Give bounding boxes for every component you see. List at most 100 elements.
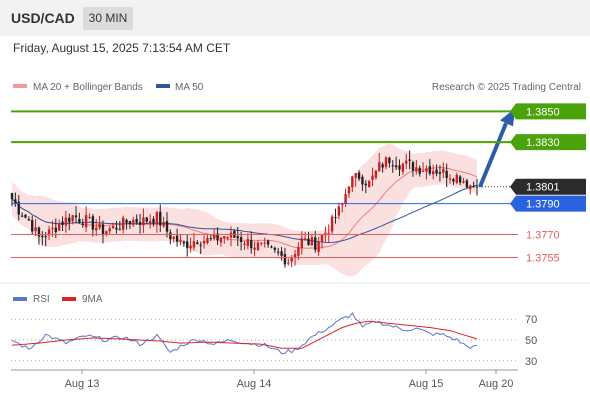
candle (186, 234, 189, 257)
candle-body (34, 227, 37, 232)
candle-body (148, 220, 152, 224)
candle (263, 237, 266, 248)
candle-body (192, 241, 196, 248)
candle (145, 216, 148, 224)
candle-body (469, 185, 472, 190)
x-axis-ticks: Aug 13 Aug 14 Aug 15 Aug 20 (65, 370, 513, 390)
candle (182, 240, 186, 247)
level-label-1.3770-text: 1.3770 (526, 229, 560, 241)
candle (138, 213, 142, 234)
candle-body (394, 165, 398, 168)
candle (435, 164, 438, 177)
candle-body (132, 220, 135, 225)
symbol-title: USD/CAD (11, 10, 75, 26)
candle-body (165, 221, 169, 232)
candle (135, 214, 138, 225)
candle (95, 219, 98, 237)
candle-body (199, 244, 202, 246)
rsi-legend-swatch (13, 297, 27, 301)
candle-body (68, 217, 71, 223)
candle-body (196, 242, 199, 245)
candle (209, 235, 213, 242)
candle-body (448, 178, 452, 180)
candle-body (405, 160, 408, 164)
candle-body (388, 157, 391, 164)
candle-body (442, 168, 445, 173)
candle (71, 214, 74, 225)
candle-body (24, 214, 27, 218)
candle-body (142, 217, 145, 226)
candle-body (263, 242, 266, 244)
candle (223, 236, 226, 244)
candle-body (317, 241, 320, 252)
current-price-label-bg (510, 178, 586, 195)
candle (47, 225, 51, 240)
candle-body (455, 174, 458, 183)
ma20-legend-label: MA 20 + Bollinger Bands (33, 82, 143, 93)
candle (27, 216, 31, 221)
candle-body (74, 215, 78, 218)
timeframe-button[interactable]: 30 MIN (83, 7, 133, 30)
candle-body (381, 164, 384, 168)
candle-body (10, 193, 14, 200)
candle-body (303, 238, 307, 240)
candle-body (341, 204, 344, 206)
candle-body (421, 170, 425, 172)
candle (415, 159, 418, 175)
candle-body (61, 221, 64, 226)
candle-body (78, 218, 81, 223)
candle (270, 245, 273, 249)
candle (162, 216, 165, 228)
candle-body (108, 228, 111, 232)
candle (14, 192, 17, 207)
candle-body (452, 179, 455, 182)
forecast-arrow-shaft (478, 122, 508, 188)
candle-body (145, 217, 148, 222)
candle (192, 233, 196, 251)
candle (364, 180, 368, 194)
level-lines (11, 110, 518, 259)
candle-body (307, 238, 310, 246)
candle (334, 208, 337, 224)
candle (128, 220, 132, 229)
candle-body (71, 215, 74, 222)
candle-body (465, 180, 469, 188)
candle-body (115, 227, 118, 230)
candle-body (374, 170, 378, 178)
ma50-line (11, 184, 478, 244)
candle (105, 230, 108, 237)
level-labels: 1.3850 1.3830 1.3790 1.3770 1.3755 1.3801 (510, 103, 586, 265)
candle (111, 222, 115, 229)
source-credit: Research © 2025 Trading Central (432, 82, 581, 93)
candle (219, 237, 223, 247)
candle (98, 215, 101, 230)
candle-body (118, 229, 122, 231)
candle-body (330, 216, 334, 232)
x-tick-label: Aug 15 (409, 378, 444, 390)
candle (121, 215, 125, 234)
candle-body (266, 240, 270, 245)
price-plot (10, 108, 516, 277)
candle-body (334, 217, 337, 218)
ma50-legend-label: MA 50 (175, 82, 204, 93)
candle (361, 174, 364, 192)
candle (216, 227, 219, 245)
candle (155, 210, 159, 233)
candle-body (458, 176, 462, 183)
candle (475, 178, 479, 196)
candle (405, 153, 408, 170)
candle-body (88, 216, 91, 218)
ma20-line (11, 166, 478, 249)
candle-body (283, 254, 287, 265)
candle-body (472, 186, 475, 188)
candle (381, 162, 384, 173)
candle (411, 160, 415, 177)
candle-body (44, 236, 47, 238)
level-label-1.3770: 1.3770 (526, 229, 560, 241)
candle (31, 215, 34, 235)
candle (347, 185, 351, 198)
candle-body (361, 176, 364, 185)
candle-body (229, 232, 233, 238)
level-label-1.3790-bg (510, 195, 586, 212)
